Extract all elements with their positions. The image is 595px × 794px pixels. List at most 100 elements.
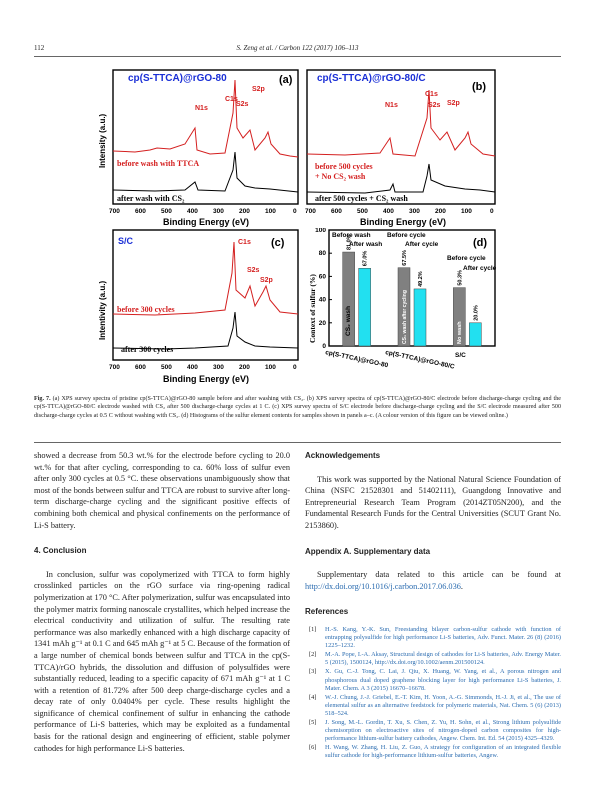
section-heading-acknowledgements: Acknowledgements [305, 451, 381, 460]
panel-a-peak-n1s: N1s [195, 105, 208, 112]
legend-before-cycle: Before cycle [387, 232, 426, 239]
panel-b-letter: (b) [472, 81, 486, 93]
panel-c-peak-s2p: S2p [260, 277, 273, 284]
bar-before [453, 287, 466, 347]
bar-after [413, 288, 427, 347]
panel-d-letter: (d) [473, 237, 487, 249]
panel-c-ylabel: Intentivity (a.u.) [98, 281, 107, 340]
reference-link[interactable]: M.-A. Pope, I.-A. Aksay, Structural desi… [325, 651, 561, 667]
legend-before-wash: Before wash [332, 232, 371, 239]
bar-before [342, 251, 355, 347]
figure-panel-b: cp(S-TTCA)@rGO-80/C (b) C1s N1s S2s S2p … [305, 68, 513, 228]
figure-panel-c: S/C (c) C1s S2s S2p before 300 cycles af… [95, 228, 303, 388]
bar-after [469, 322, 482, 347]
reference-item: [4] W.-J. Chung, J.-J. Griebel, E.-T. Kim… [305, 694, 561, 718]
panel-b-xtick: 100 [461, 208, 472, 215]
section-heading-references: References [305, 607, 349, 617]
panel-c-xtick: 500 [161, 364, 172, 371]
panel-c-letter: (c) [271, 237, 285, 249]
legend-after-cycle: After cycle [405, 241, 439, 248]
body-paragraph: showed a decrease from 50.3 wt.% for the… [34, 451, 290, 530]
panel-b-xtick: 700 [305, 208, 316, 215]
panel-b-peak-s2s: S2s [428, 102, 441, 109]
panel-b-peak-s2p: S2p [447, 100, 460, 107]
figure-caption: Fig. 7. (a) XPS survey spectra of pristi… [34, 395, 561, 420]
panel-c-title: S/C [118, 236, 134, 246]
reference-number: [3] [309, 668, 317, 676]
panel-d-ylabel: Context of sulfur (%) [308, 274, 317, 343]
left-column: showed a decrease from 50.3 wt.% for the… [34, 450, 290, 754]
panel-d-ytick: 100 [315, 228, 326, 234]
reference-item: [1] H.-S. Kang, Y.-K. Sun, Freestanding b… [305, 626, 561, 650]
reference-link[interactable]: X. Gu, C.-J. Tong, C. Lai, J. Qiu, X. Hu… [325, 668, 561, 692]
reference-link[interactable]: J. Song, M.-L. Gordin, T. Xu, S. Chen, Z… [325, 718, 561, 743]
panel-d-ytick: 0 [322, 343, 326, 350]
panel-b-xlabel: Binding Energy (eV) [360, 217, 446, 227]
reference-link[interactable]: H. Wang, W. Zhang, H. Liu, Z. Guo, A str… [325, 744, 561, 760]
panel-a-peak-s2p: S2p [252, 86, 265, 93]
bar-value-label: 81.0% [347, 234, 353, 250]
bar-value-label: 50.3% [457, 270, 463, 286]
reference-item: [3] X. Gu, C.-J. Tong, C. Lai, J. Qiu, X.… [305, 668, 561, 692]
panel-d-ytick: 40 [319, 297, 327, 304]
reference-number: [1] [309, 625, 317, 633]
caption-text: (a) XPS survey spectra of pristine cp(S-… [34, 396, 561, 419]
panel-b-xtick: 600 [331, 208, 342, 215]
panel-d-ytick: 20 [319, 320, 327, 327]
panel-b-xtick: 300 [409, 208, 420, 215]
right-column: Acknowledgements This work was supported… [305, 450, 561, 761]
panel-a-xtick: 100 [265, 208, 276, 215]
panel-c-xtick: 700 [109, 364, 120, 371]
conclusion-paragraph: In conclusion, sulfur was copolymerized … [34, 569, 290, 753]
figure-panel-a: cp(S-TTCA)@rGO-80 (a) S2p C1s S2s N1s be… [95, 68, 303, 228]
legend-after-wash: After wash [349, 241, 382, 248]
panel-a-trace-top-label: before wash with TTCA [117, 159, 199, 168]
panel-c-xtick: 100 [265, 364, 276, 371]
panel-d-xtick-2: cp(S-TTCA)@rGO-80/C [385, 349, 456, 371]
reference-link[interactable]: W.-J. Chung, J.-J. Griebel, E.-T. Kim, H… [325, 693, 561, 717]
panel-a-xtick: 200 [239, 208, 250, 215]
panel-c-trace-top-label: before 300 cycles [117, 305, 175, 314]
legend-before-cycle-2: Before cycle [447, 255, 486, 262]
panel-b-xtick: 400 [383, 208, 394, 215]
panel-b-xtick: 500 [357, 208, 368, 215]
panel-b-xtick: 0 [490, 208, 494, 215]
panel-a-xtick: 700 [109, 208, 120, 215]
panel-c-xlabel: Binding Energy (eV) [163, 374, 249, 384]
header-rule [34, 56, 561, 57]
panel-b-trace-top-label-2: + No CS₂ wash [315, 172, 366, 181]
panel-a-title: cp(S-TTCA)@rGO-80 [128, 73, 227, 84]
section-heading-conclusion: 4. Conclusion [34, 546, 87, 556]
panel-a-xtick: 300 [213, 208, 224, 215]
panel-d-xtick-3: S/C [455, 352, 466, 359]
caption-rule [34, 442, 561, 443]
reference-link[interactable]: H.-S. Kang, Y.-K. Sun, Freestanding bila… [325, 625, 561, 650]
panel-a-xtick: 500 [161, 208, 172, 215]
panel-b-trace-bottom-label: after 500 cycles + CS₂ wash [315, 194, 408, 203]
panel-a-peak-s2s: S2s [236, 101, 249, 108]
page-number: 112 [34, 44, 45, 52]
reference-item: [5] J. Song, M.-L. Gordin, T. Xu, S. Chen… [305, 719, 561, 743]
panel-a-xtick: 0 [293, 208, 297, 215]
reference-number: [4] [309, 693, 317, 701]
panel-c-peak-c1s: C1s [238, 239, 251, 246]
panel-a-xtick: 400 [187, 208, 198, 215]
reference-item: [2] M.-A. Pope, I.-A. Aksay, Structural d… [305, 651, 561, 667]
appendix-text: Supplementary data related to this artic… [305, 569, 561, 592]
panel-c-xtick: 600 [135, 364, 146, 371]
panel-a-peak-c1s: C1s [225, 96, 238, 103]
panel-b-title: cp(S-TTCA)@rGO-80/C [317, 73, 426, 84]
panel-c-peak-s2s: S2s [247, 267, 260, 274]
panel-b-xtick: 200 [435, 208, 446, 215]
bar-after [358, 268, 371, 347]
reference-item: [6] H. Wang, W. Zhang, H. Liu, Z. Guo, A … [305, 744, 561, 760]
panel-c-xtick: 200 [239, 364, 250, 371]
bar-label-no-wash: No wash [457, 321, 463, 344]
appendix-sentence: Supplementary data related to this artic… [317, 570, 561, 580]
supplementary-data-link[interactable]: http://dx.doi.org/10.1016/j.carbon.2017.… [305, 581, 461, 591]
panel-b-peak-c1s: C1s [425, 91, 438, 98]
panel-a-letter: (a) [279, 74, 293, 86]
reference-number: [6] [309, 744, 317, 752]
caption-label: Fig. 7. [34, 396, 51, 402]
acknowledgements-text: This work was supported by the National … [305, 474, 561, 530]
